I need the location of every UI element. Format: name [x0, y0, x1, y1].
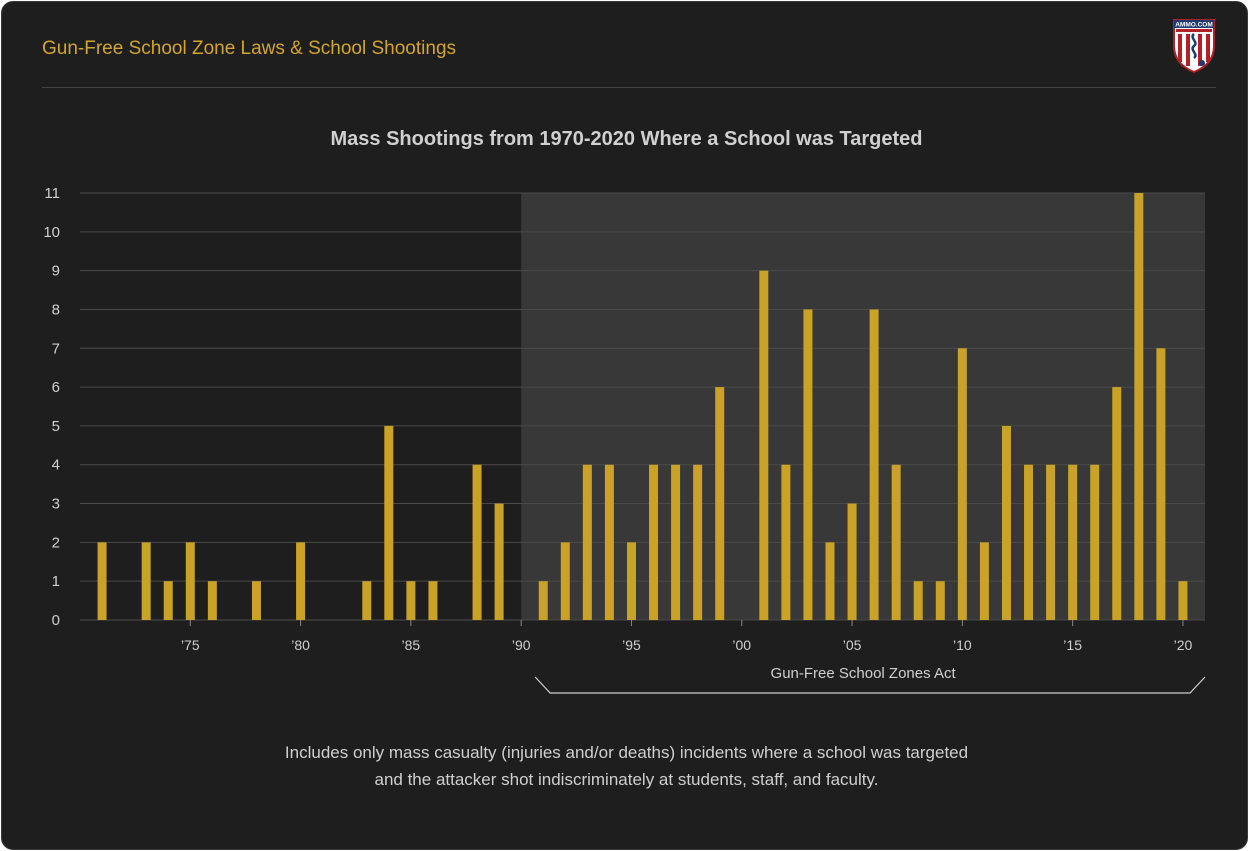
x-tick-label: ’80 [291, 637, 310, 653]
bar-1992 [560, 542, 570, 620]
y-tick-label: 7 [52, 340, 60, 357]
y-tick-label: 10 [43, 224, 60, 241]
bar-1978 [251, 581, 261, 620]
bar-2020 [1178, 581, 1188, 620]
y-tick-label: 5 [52, 418, 60, 435]
x-tick-label: ’75 [181, 637, 200, 653]
bar-2011 [979, 542, 989, 620]
bar-2003 [803, 309, 813, 620]
bar-2001 [759, 270, 769, 620]
bar-2014 [1046, 464, 1056, 620]
x-tick-label: ’85 [402, 637, 421, 653]
bar-1997 [671, 464, 681, 620]
bar-2009 [935, 581, 945, 620]
bar-2019 [1156, 348, 1166, 620]
y-tick-label: 8 [52, 301, 60, 318]
bar-1996 [649, 464, 659, 620]
gun-free-zone-bracket [534, 676, 1206, 694]
x-tick-label: ’15 [1063, 637, 1082, 653]
bar-1980 [296, 542, 306, 620]
y-tick-label: 0 [52, 612, 60, 629]
y-tick-label: 3 [52, 496, 60, 513]
bar-2017 [1112, 387, 1122, 620]
bar-1994 [604, 464, 614, 620]
bar-1974 [163, 581, 173, 620]
y-tick-label: 11 [44, 185, 60, 202]
bar-2008 [913, 581, 923, 620]
gun-free-zone-shaded-region [521, 193, 1205, 620]
x-tick-label: ’00 [732, 637, 751, 653]
bar-1975 [185, 542, 195, 620]
bar-2004 [825, 542, 835, 620]
bar-2007 [891, 464, 901, 620]
bar-1999 [715, 387, 725, 620]
footnote-line-1: Includes only mass casualty (injuries an… [284, 743, 969, 762]
bar-1993 [582, 464, 592, 620]
bar-2013 [1024, 464, 1034, 620]
bar-1998 [693, 464, 703, 620]
x-tick-label: ’05 [843, 637, 862, 653]
y-tick-label: 2 [52, 534, 60, 551]
header-divider [42, 87, 1216, 88]
bar-1986 [428, 581, 438, 620]
ammo-com-logo: AMMO.COM [1173, 19, 1215, 74]
bar-1976 [207, 581, 217, 620]
y-tick-label: 1 [52, 573, 60, 590]
bar-2002 [781, 464, 791, 620]
bar-2018 [1134, 193, 1144, 620]
bar-2012 [1001, 425, 1011, 620]
x-tick-label: ’10 [953, 637, 972, 653]
bar-2016 [1090, 464, 1100, 620]
bar-1995 [626, 542, 636, 620]
bar-1985 [406, 581, 416, 620]
logo-text: AMMO.COM [1175, 22, 1213, 29]
footnote-line-2: and the attacker shot indiscriminately a… [374, 770, 879, 789]
bar-1989 [494, 503, 504, 620]
bar-1988 [472, 464, 482, 620]
bar-1973 [141, 542, 151, 620]
footnote: Includes only mass casualty (injuries an… [2, 739, 1247, 793]
bar-1971 [97, 542, 107, 620]
chart-title: Mass Shootings from 1970-2020 Where a Sc… [330, 128, 923, 150]
bar-2006 [869, 309, 879, 620]
x-tick-label: ’20 [1174, 637, 1193, 653]
gun-free-zone-label: Gun-Free School Zones Act [771, 665, 957, 682]
bar-1991 [538, 581, 548, 620]
bar-2010 [957, 348, 967, 620]
bar-1984 [384, 425, 394, 620]
y-tick-label: 9 [52, 263, 60, 280]
y-tick-label: 4 [52, 457, 60, 474]
y-tick-label: 6 [52, 379, 60, 396]
bar-1983 [362, 581, 372, 620]
x-tick-label: ’95 [622, 637, 641, 653]
bar-2005 [847, 503, 857, 620]
x-tick-label: ’90 [512, 637, 531, 653]
bar-2015 [1068, 464, 1078, 620]
page-title: Gun-Free School Zone Laws & School Shoot… [42, 38, 457, 59]
